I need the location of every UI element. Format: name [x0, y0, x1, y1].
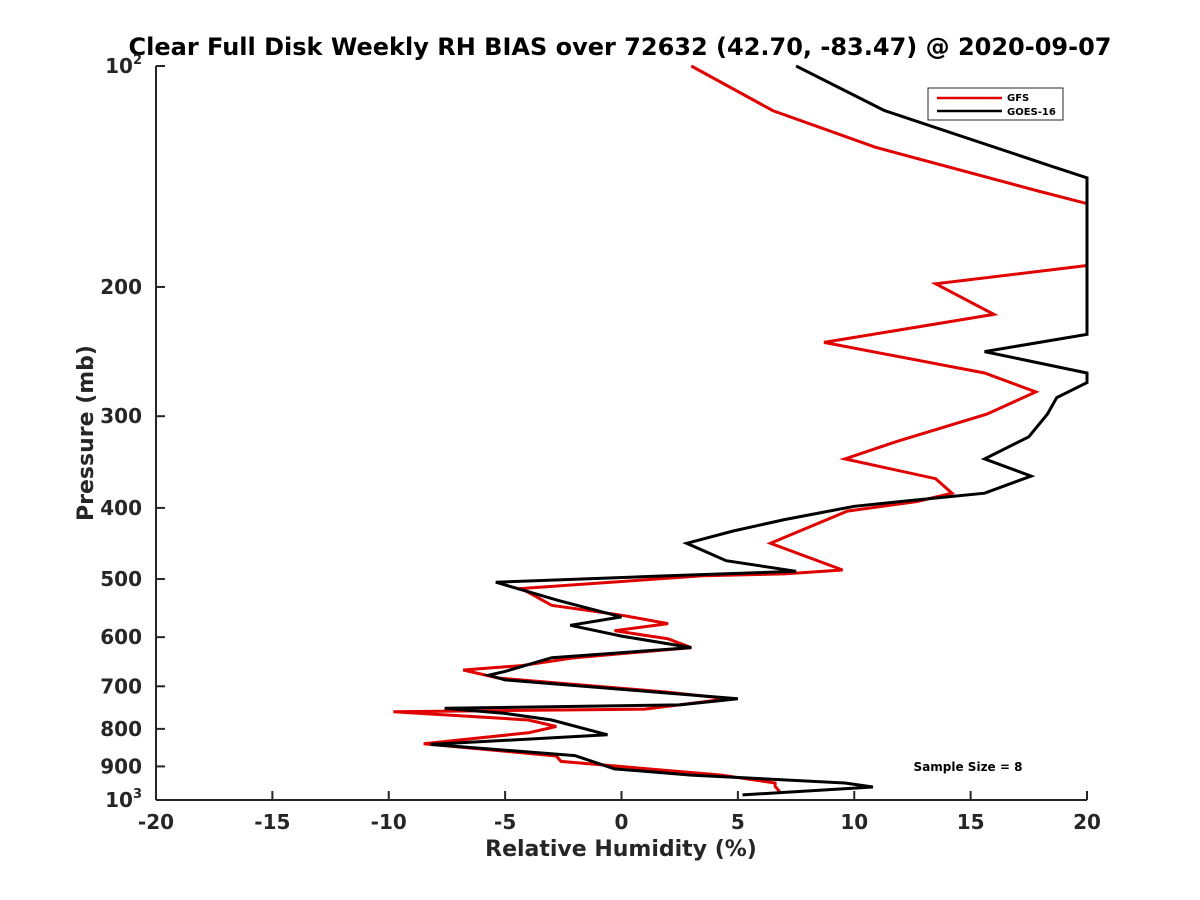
x-tick-label: 10	[840, 810, 868, 834]
y-tick-label: 600	[100, 625, 142, 649]
x-tick-label: -20	[138, 810, 174, 834]
series-line-gfs	[393, 64, 1089, 793]
y-tick-label: 200	[100, 275, 142, 299]
plot-lines	[393, 64, 1089, 797]
legend-label-goes16: GOES-16	[1007, 107, 1056, 118]
y-tick-label: 103	[105, 787, 142, 812]
legend-box	[927, 87, 1064, 121]
y-ticks: 102 200 300 400 500 600 700 800 900 103	[100, 53, 165, 812]
x-ticks: -20 -15 -10 -5 0 5 10 15 20	[138, 791, 1101, 834]
legend-label-gfs: GFS	[1007, 93, 1029, 104]
y-tick-label: 500	[100, 567, 142, 591]
x-tick-label: -5	[494, 810, 516, 834]
x-axis-label: Relative Humidity (%)	[485, 837, 757, 862]
y-axis-label: Pressure (mb)	[74, 345, 99, 521]
x-tick-label: 5	[731, 810, 745, 834]
x-tick-label: 15	[957, 810, 985, 834]
x-tick-label: 20	[1073, 810, 1101, 834]
x-tick-label: -15	[254, 810, 290, 834]
y-tick-label: 800	[100, 717, 142, 741]
y-tick-label: 400	[100, 496, 142, 520]
x-tick-label: 0	[615, 810, 629, 834]
y-tick-label: 900	[100, 754, 142, 778]
y-tick-label: 700	[100, 674, 142, 698]
chart-title: Clear Full Disk Weekly RH BIAS over 7263…	[129, 33, 1112, 61]
sample-size-annotation: Sample Size = 8	[914, 760, 1023, 774]
y-tick-label: 102	[105, 53, 142, 78]
y-tick-label: 300	[100, 404, 142, 428]
series-line-goes16	[430, 64, 1089, 797]
x-tick-label: -10	[371, 810, 407, 834]
legend: GFS GOES-16	[927, 87, 1064, 121]
